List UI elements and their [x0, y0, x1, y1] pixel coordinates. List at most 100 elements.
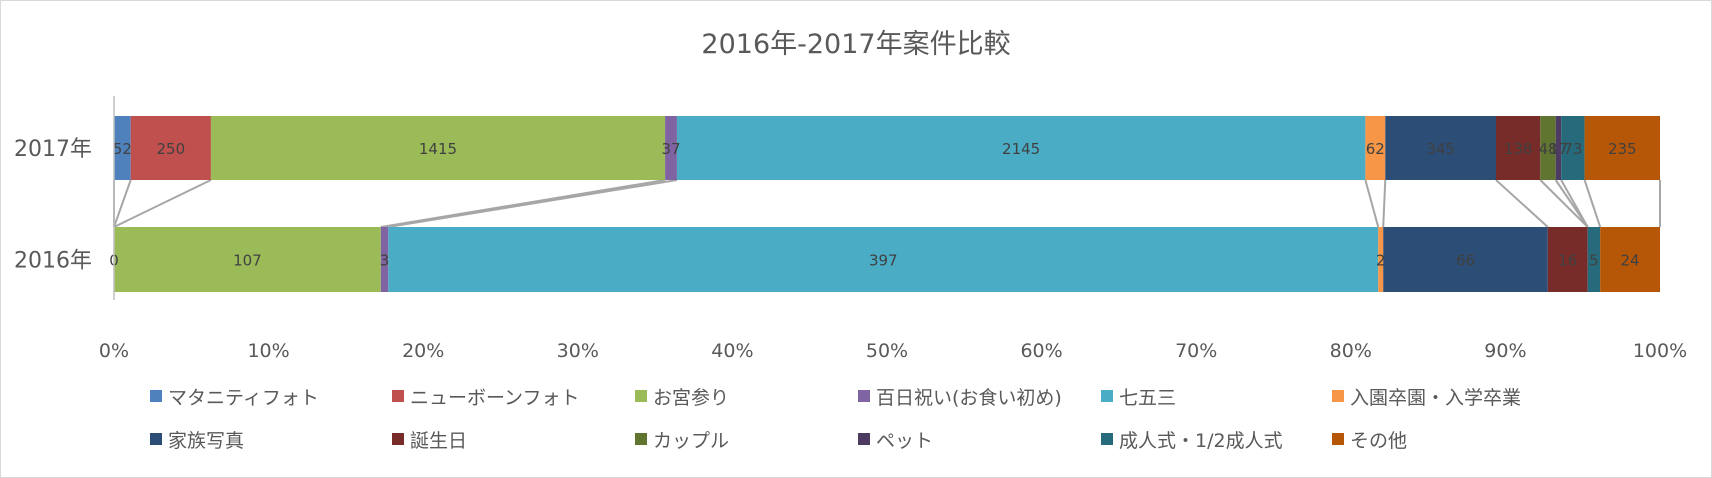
bar-segment [1584, 116, 1660, 180]
x-tick-label: 10% [247, 340, 289, 362]
legend-label: ペット [876, 429, 934, 452]
legend-label: カップル [653, 429, 730, 452]
legend-label: 七五三 [1119, 386, 1177, 409]
data-label: 62 [1366, 140, 1385, 158]
bar-segment [114, 116, 131, 180]
series-line [1495, 179, 1549, 228]
series-lines [113, 179, 1661, 228]
legend-swatch [150, 433, 162, 445]
data-label: 5 [1589, 252, 1599, 270]
data-label: 52 [113, 140, 132, 158]
series-line [380, 179, 666, 228]
legend-label: 成人式・1/2成人式 [1119, 429, 1283, 452]
bar-segment [388, 227, 1379, 292]
legend-item: マタニティフォト [150, 383, 319, 409]
series-line [1539, 179, 1589, 228]
bar-segment [665, 116, 677, 180]
legend-label: その他 [1350, 429, 1408, 452]
legend-item: お宮参り [635, 383, 729, 409]
legend-item: 誕生日 [392, 426, 467, 452]
data-label: 250 [156, 140, 185, 158]
series-line [1560, 179, 1589, 228]
legend-item: 成人式・1/2成人式 [1101, 426, 1283, 452]
data-label: 397 [869, 252, 898, 270]
legend-swatch [1332, 433, 1344, 445]
bar-segment [676, 116, 1366, 180]
bar-segment [114, 227, 381, 292]
bar-segment [1600, 227, 1660, 292]
legend-swatch [635, 390, 647, 402]
legend-label: 入園卒園・入学卒業 [1350, 386, 1522, 409]
legend-item: ニューボーンフォト [392, 383, 579, 409]
legend-item: その他 [1332, 426, 1407, 452]
legend-swatch [392, 433, 404, 445]
data-label: 17 [1549, 140, 1568, 158]
x-tick-label: 40% [711, 340, 753, 362]
bar-segment [1378, 227, 1384, 292]
legend-swatch [858, 390, 870, 402]
bars [114, 116, 1660, 292]
series-line [1583, 179, 1602, 228]
bar-segment [1495, 116, 1541, 180]
x-tick-label: 30% [557, 340, 599, 362]
legend-label: マタニティフォト [168, 386, 319, 409]
legend-swatch [1101, 390, 1113, 402]
bar-segment [1540, 116, 1556, 180]
bar-segment [1561, 116, 1585, 180]
legend-item: 七五三 [1101, 383, 1176, 409]
data-label: 1415 [419, 140, 457, 158]
data-label: 235 [1608, 140, 1637, 158]
series-line [1382, 179, 1387, 228]
bar-segment [210, 116, 666, 180]
x-tick-label: 60% [1020, 340, 1062, 362]
legend-swatch [150, 390, 162, 402]
x-tick-label: 20% [402, 340, 444, 362]
series-line [1364, 179, 1380, 228]
category-label: 2016年 [14, 249, 92, 274]
data-label: 16 [1558, 252, 1577, 270]
data-label: 107 [233, 252, 262, 270]
bar-segment [1383, 227, 1548, 292]
x-tick-label: 70% [1175, 340, 1217, 362]
data-label: 73 [1563, 140, 1582, 158]
series-line [388, 179, 678, 228]
legend-item: 家族写真 [150, 426, 244, 452]
bar-segment [130, 116, 211, 180]
data-label: 3 [380, 252, 390, 270]
data-label: 2 [1376, 252, 1386, 270]
bar-segment [1587, 227, 1601, 292]
category-label: 2017年 [14, 137, 92, 162]
data-label: 24 [1621, 252, 1640, 270]
legend-label: お宮参り [653, 386, 730, 409]
data-label: 66 [1456, 252, 1475, 270]
legend-swatch [392, 390, 404, 402]
legend-label: ニューボーンフォト [410, 386, 580, 409]
data-label: 2145 [1002, 140, 1040, 158]
legend-item: 入園卒園・入学卒業 [1332, 383, 1521, 409]
legend-item: 百日祝い(お食い初め) [858, 383, 1062, 409]
series-line [113, 179, 212, 228]
data-label: 345 [1426, 140, 1455, 158]
bar-segment [1365, 116, 1386, 180]
legend-item: カップル [635, 426, 729, 452]
x-tick-label: 80% [1330, 340, 1372, 362]
x-tick-label: 50% [866, 340, 908, 362]
data-label: 37 [661, 140, 680, 158]
data-label: 138 [1504, 140, 1533, 158]
legend-swatch [858, 433, 870, 445]
x-tick-label: 0% [99, 340, 129, 362]
chart-title: 2016年-2017年案件比較 [701, 29, 1011, 60]
x-tick-label: 100% [1633, 340, 1687, 362]
legend-swatch [1332, 390, 1344, 402]
x-tick-label: 90% [1484, 340, 1526, 362]
bar-segment [380, 227, 389, 292]
legend-label: 誕生日 [410, 429, 468, 452]
bar-segment [1547, 227, 1588, 292]
legend-label: 家族写真 [168, 429, 245, 452]
bar-segment [1385, 116, 1496, 180]
legend-swatch [1101, 433, 1113, 445]
axes: 2017年 2016年 0% 10% 20% 30% 40% 50% 60% 70% 80% 90% 1… [14, 96, 1687, 362]
series-line [113, 179, 132, 228]
legend-swatch [635, 433, 647, 445]
